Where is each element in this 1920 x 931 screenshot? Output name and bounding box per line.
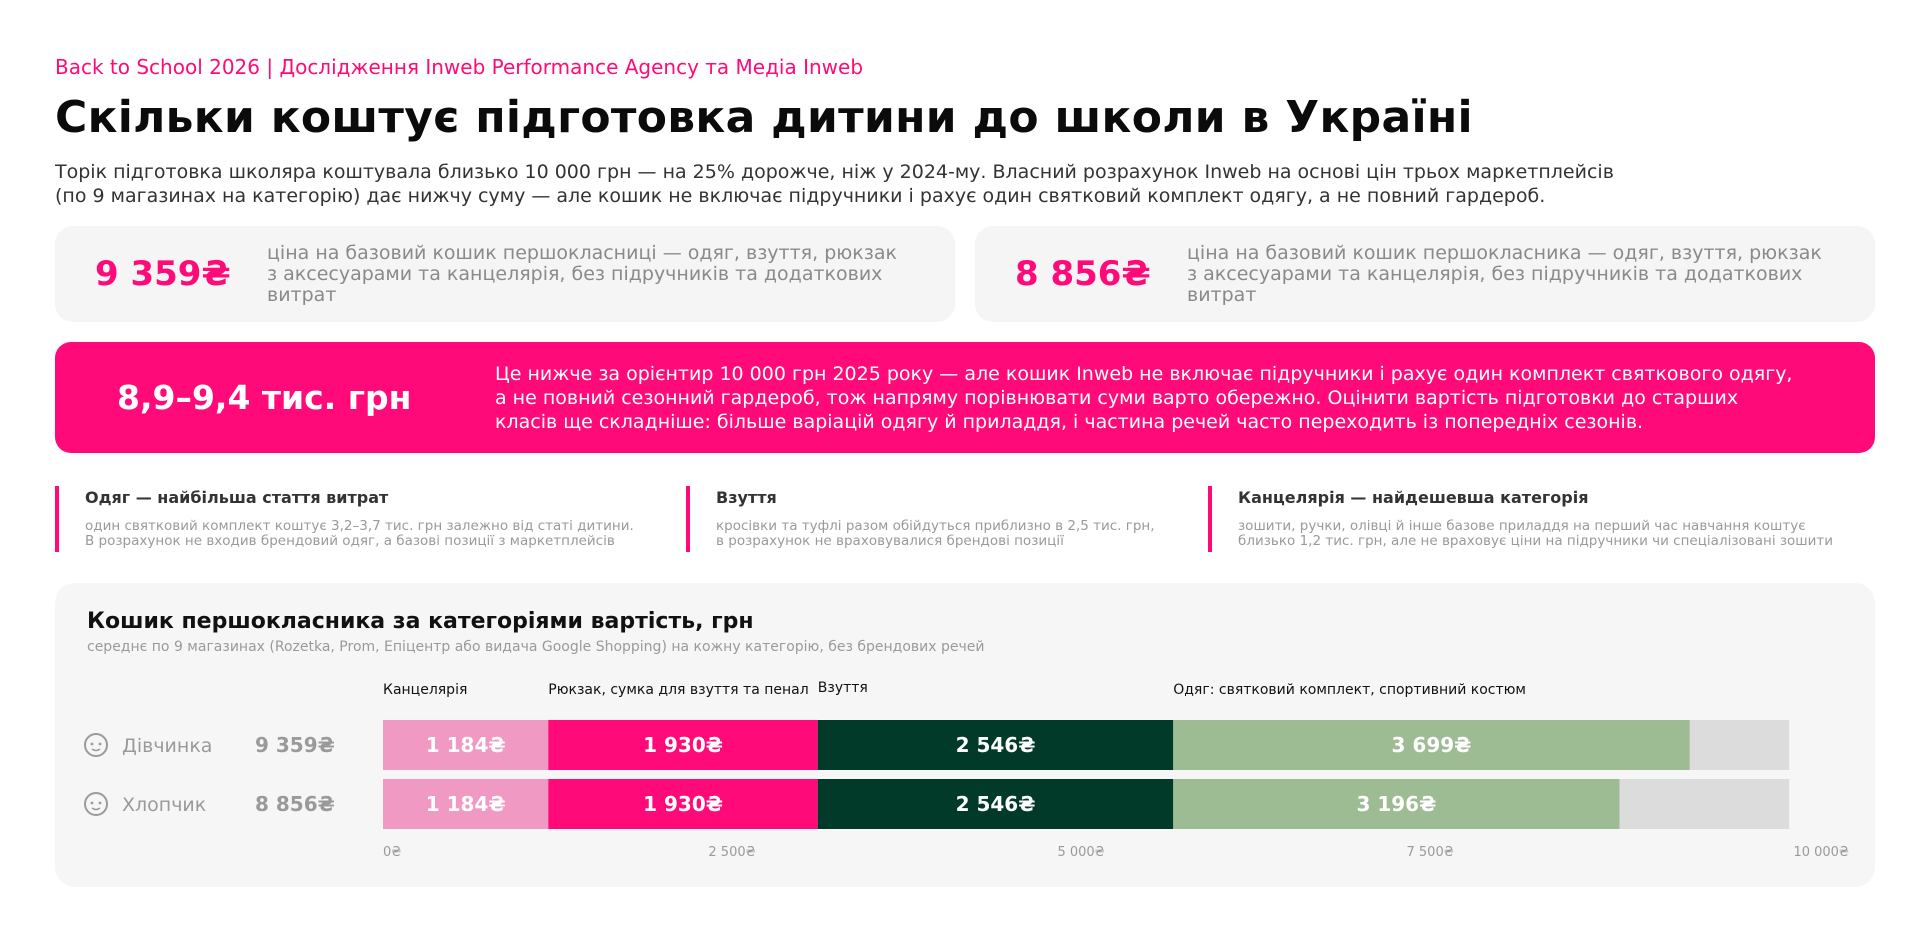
segment-header-label: Рюкзак, сумка для взуття та пенал (548, 682, 808, 698)
fact-shoes: Взуття кросівки та туфлі разом обійдутьс… (686, 486, 1206, 552)
bar-value-label: 1 184₴ (426, 733, 506, 757)
intro-line: Торік підготовка школяра коштувала близь… (55, 161, 1614, 183)
x-tick-label: 2 500₴ (708, 845, 755, 860)
fact-line: кросівки та туфлі разом обійдуться прибл… (716, 518, 1155, 534)
banner-line: Це нижче за орієнтир 10 000 грн 2025 рок… (495, 362, 1793, 385)
banner-description: Це нижче за орієнтир 10 000 грн 2025 рок… (495, 362, 1835, 434)
kpi-description: ціна на базовий кошик першокласника — од… (1187, 241, 1857, 306)
bar-value-label: 2 546₴ (956, 733, 1036, 757)
fact-text: кросівки та туфлі разом обійдуться прибл… (716, 519, 1206, 549)
stacked-bar-chart: Канцелярія Рюкзак, сумка для взуття та пе… (84, 680, 1849, 860)
bar-segment (817, 779, 1174, 829)
row-total-label: 9 359₴ (255, 733, 335, 757)
fact-line: близько 1,2 тис. грн, але не враховує ці… (1238, 533, 1834, 549)
banner-line: класів ще складніше: більше варіацій одя… (495, 410, 1644, 433)
bar-value-label: 1 930₴ (643, 792, 723, 816)
x-tick-label: 5 000₴ (1057, 845, 1104, 860)
bar-value-label: 2 546₴ (956, 792, 1036, 816)
fact-title: Одяг — найбільша стаття витрат (85, 488, 389, 507)
bar-segment (1173, 779, 1620, 829)
x-tick-label: 10 000₴ (1793, 845, 1849, 860)
kpi-description-line: ціна на базовий кошик першокласниці — од… (267, 241, 897, 264)
fact-clothing: Одяг — найбільша стаття витрат один свят… (55, 486, 655, 552)
fact-line: в розрахунок не враховувалися брендові п… (716, 533, 1064, 549)
row-category-label: Дівчинка (122, 735, 212, 757)
bar-value-label: 3 196₴ (1356, 792, 1436, 816)
fact-title: Взуття (716, 488, 777, 507)
banner-value: 8,9–9,4 тис. грн (117, 378, 412, 417)
chart-subtitle: середнє по 9 магазинах (Rozetka, Prom, Е… (87, 639, 985, 655)
bar-value-label: 3 699₴ (1392, 733, 1472, 757)
banner-line: а не повний сезонний гардероб, тож напря… (495, 386, 1739, 409)
x-tick-label: 0₴ (383, 845, 401, 860)
row-total-label: 8 856₴ (255, 792, 335, 816)
kpi-description-line: з аксесуарами та канцелярія, без підручн… (1187, 262, 1803, 306)
bar-value-label: 1 184₴ (426, 792, 506, 816)
bar-segment (548, 720, 818, 770)
fact-line: В розрахунок не входив брендовий одяг, а… (85, 533, 615, 549)
chart-title: Кошик першокласника за категоріями варті… (87, 609, 754, 634)
segment-header-label: Одяг: святковий комплект, спортивний кос… (1173, 682, 1526, 698)
fact-title: Канцелярія — найдешевша категорія (1238, 488, 1589, 507)
highlight-banner: 8,9–9,4 тис. грн Це нижче за орієнтир 10… (55, 342, 1875, 453)
x-tick-label: 7 500₴ (1407, 845, 1454, 860)
fact-text: один святковий комплект коштує 3,2–3,7 т… (85, 519, 655, 549)
bar-segment (383, 720, 549, 770)
eyebrow-text: Back to School 2026 | Дослідження Inweb … (55, 55, 864, 79)
girl-face-icon (84, 733, 108, 757)
fact-line: один святковий комплект коштує 3,2–3,7 т… (85, 518, 634, 534)
row-category-label: Хлопчик (122, 794, 206, 816)
kpi-card-boy: 8 856₴ ціна на базовий кошик першокласни… (975, 226, 1875, 322)
fact-stationery: Канцелярія — найдешевша категорія зошити… (1208, 486, 1848, 552)
page-title: Скільки коштує підготовка дитини до школ… (55, 92, 1473, 143)
kpi-value: 9 359₴ (95, 254, 231, 294)
kpi-card-girl: 9 359₴ ціна на базовий кошик першокласни… (55, 226, 955, 322)
bar-value-label: 1 930₴ (643, 733, 723, 757)
fact-text: зошити, ручки, олівці й інше базове прил… (1238, 519, 1848, 549)
intro-paragraph: Торік підготовка школяра коштувала близь… (55, 160, 1615, 208)
fact-line: зошити, ручки, олівці й інше базове прил… (1238, 518, 1806, 534)
bar-segment (383, 779, 549, 829)
kpi-value: 8 856₴ (1015, 254, 1151, 294)
kpi-description-line: з аксесуарами та канцелярія, без підручн… (267, 262, 883, 306)
kpi-description-line: ціна на базовий кошик першокласника — од… (1187, 241, 1822, 264)
kpi-description: ціна на базовий кошик першокласниці — од… (267, 241, 937, 306)
segment-header-label: Взуття (818, 680, 868, 696)
bar-segment (548, 779, 818, 829)
intro-line: (по 9 магазинах на категорію) дає нижчу … (55, 185, 1546, 207)
chart-card: Кошик першокласника за категоріями варті… (55, 583, 1875, 887)
segment-header-label: Канцелярія (383, 682, 467, 698)
boy-face-icon (84, 792, 108, 816)
bar-segment (817, 720, 1174, 770)
bar-segment (1173, 720, 1690, 770)
